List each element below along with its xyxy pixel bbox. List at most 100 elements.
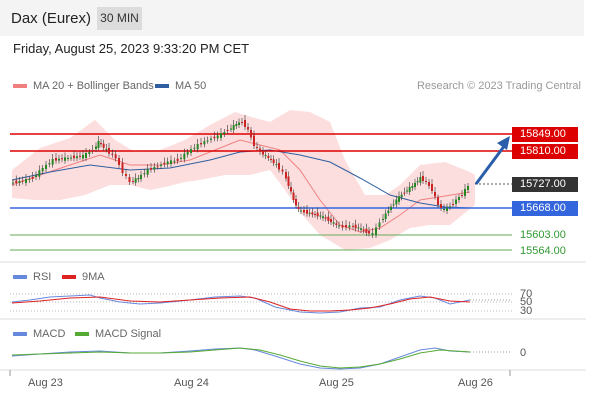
candle-body — [95, 146, 97, 149]
candle-body — [327, 216, 330, 221]
candle-body — [160, 164, 162, 166]
candle-body — [467, 186, 469, 190]
rsi-tick-70: 70 — [520, 288, 533, 300]
rsi-swatch-icon — [13, 275, 27, 279]
candle-body — [73, 155, 75, 159]
candle-body — [319, 215, 322, 217]
candle-body — [449, 206, 451, 208]
candle-body — [38, 170, 41, 177]
macd-line — [11, 347, 471, 370]
candle-body — [292, 192, 295, 200]
support-3-label: 15564.00 — [520, 245, 566, 257]
candle-body — [203, 141, 206, 145]
candle-body — [285, 172, 287, 179]
candle-body — [345, 225, 347, 228]
timeframe-button[interactable]: 30 MIN — [97, 7, 142, 30]
candle-body — [425, 181, 427, 182]
macd-swatch-icon — [13, 332, 27, 336]
candle-body — [88, 152, 91, 154]
candle-body — [12, 182, 14, 184]
candle-body — [419, 177, 422, 183]
candle-body — [270, 159, 272, 160]
candle-body — [264, 155, 267, 156]
candle-body — [125, 174, 127, 176]
candle-body — [166, 161, 169, 165]
projection-arrow — [474, 144, 507, 185]
legend-macd-label: MACD — [33, 328, 66, 340]
candle-body — [79, 155, 81, 157]
candle-body — [128, 177, 131, 182]
candle-body — [121, 163, 124, 173]
credit-label: Research © 2023 Trading Central — [416, 80, 581, 92]
candle-body — [190, 149, 192, 153]
candle-body — [267, 156, 270, 158]
candle-body — [308, 212, 311, 214]
candle-body — [382, 219, 384, 220]
candle-body — [357, 227, 360, 229]
candle-body — [244, 120, 246, 127]
support-2-label: 15603.00 — [520, 229, 566, 241]
candle-body — [416, 181, 419, 183]
candle-body — [193, 147, 196, 149]
candle-body — [64, 157, 66, 161]
candle-body — [108, 148, 110, 154]
candle-body — [132, 181, 134, 182]
bollinger-band — [12, 110, 475, 250]
legend-macd: MACD — [13, 328, 65, 340]
candle-body — [414, 182, 416, 187]
support-1-label: 15668.00 — [512, 201, 578, 216]
candle-body — [183, 153, 186, 160]
legend-ma20-label: MA 20 + Bollinger Bands — [33, 80, 154, 92]
candle-body — [206, 140, 209, 142]
candle-body — [297, 207, 300, 209]
ma50-swatch-icon — [155, 84, 169, 88]
legend-macd-signal-label: MACD Signal — [95, 328, 162, 340]
candle-body — [216, 135, 219, 139]
candle-body — [156, 166, 159, 168]
candle-body — [437, 197, 439, 205]
candle-body — [213, 136, 216, 139]
candle-body — [371, 233, 374, 235]
candle-body — [28, 179, 31, 180]
candle-body — [375, 227, 377, 235]
candle-body — [253, 135, 255, 146]
candle-body — [290, 187, 292, 192]
candle-body — [51, 159, 54, 165]
candle-body — [306, 210, 308, 214]
candle-body — [15, 180, 18, 183]
candle-body — [256, 147, 258, 148]
candle-body — [422, 176, 424, 181]
header-bar: Dax (Eurex) 30 MIN — [0, 0, 584, 36]
candle-body — [70, 157, 72, 159]
ma20-line — [11, 139, 471, 233]
candle-body — [330, 219, 332, 223]
candle-body — [35, 175, 37, 177]
legend-rsi: RSI — [13, 271, 51, 283]
candle-body — [31, 177, 34, 179]
candle-body — [114, 154, 117, 159]
candle-body — [259, 148, 261, 152]
candle-body — [341, 225, 344, 228]
candle-body — [464, 189, 466, 196]
candle-body — [18, 181, 21, 183]
candle-body — [102, 143, 105, 148]
candle-body — [316, 212, 319, 217]
resistance-1-label: 15810.00 — [512, 144, 578, 159]
candle-body — [434, 192, 436, 197]
candle-body — [210, 138, 212, 140]
candle-body — [200, 143, 202, 145]
candle-body — [140, 174, 142, 179]
candle-body — [360, 228, 362, 230]
candle-body — [220, 133, 222, 138]
candle-body — [446, 207, 448, 211]
candle-body — [272, 159, 275, 164]
candle-body — [311, 212, 314, 215]
candle-body — [186, 152, 189, 155]
candle-body — [300, 210, 302, 212]
candle-body — [250, 130, 252, 138]
candle-body — [332, 222, 335, 224]
candle-body — [230, 128, 232, 130]
candle-body — [97, 141, 100, 148]
candle-body — [105, 149, 108, 150]
candle-body — [82, 155, 84, 159]
